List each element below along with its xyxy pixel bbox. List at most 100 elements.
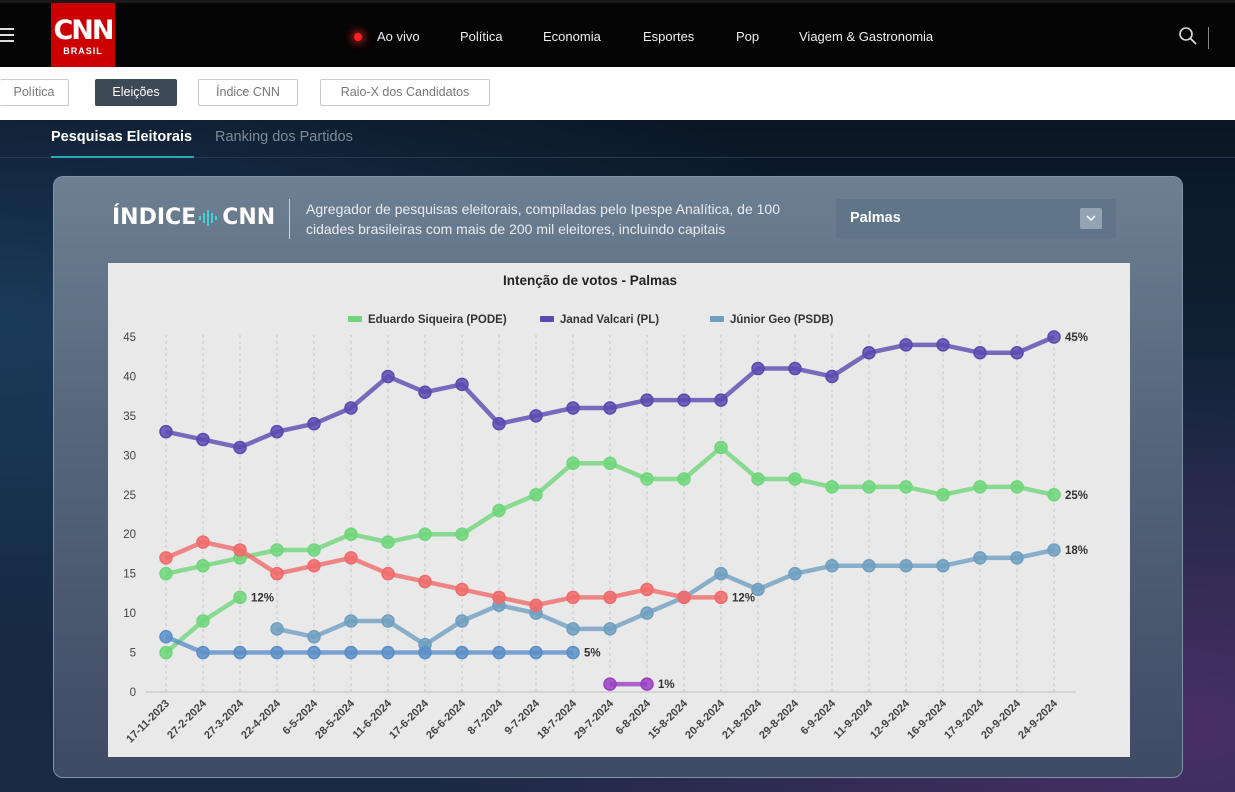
live-indicator-icon [354, 33, 362, 41]
data-point [381, 566, 395, 581]
data-point [1010, 551, 1024, 565]
x-tick-label: 22-4-2024 [239, 697, 284, 742]
section-subnav: Política Eleições Índice CNN Raio-X dos … [0, 67, 1235, 120]
data-point [270, 645, 284, 660]
series-line [276, 547, 1055, 647]
city-select[interactable]: Palmas [836, 199, 1116, 238]
topbar-divider [1208, 27, 1209, 49]
y-tick-label: 25 [123, 490, 136, 502]
data-point [936, 488, 950, 502]
data-point [677, 472, 691, 486]
legend-label: Janad Valcari (PL) [560, 314, 659, 326]
legend-swatch [540, 316, 554, 322]
tab-pesquisas-eleitorais[interactable]: Pesquisas Eleitorais [51, 129, 193, 145]
data-point [751, 361, 765, 376]
data-point [640, 582, 654, 597]
data-point [1047, 543, 1061, 557]
chart-svg: Intenção de votos - Palmas Eduardo Sique… [123, 273, 1088, 745]
series-line [165, 634, 573, 655]
data-point [899, 480, 913, 494]
data-point [344, 551, 358, 565]
chart-title: Intenção de votos - Palmas [503, 273, 677, 288]
legend-label: Eduardo Siqueira (PODE) [368, 314, 507, 326]
logo-separator [289, 199, 290, 239]
pill-raio-x-candidatos[interactable]: Raio-X dos Candidatos [320, 79, 490, 106]
data-point [714, 440, 728, 455]
data-point [418, 385, 432, 399]
data-point [529, 488, 543, 502]
data-point [455, 645, 469, 660]
data-point [899, 559, 913, 573]
data-point [973, 480, 987, 494]
data-point [529, 645, 543, 660]
x-tick-label: 28-5-2024 [313, 697, 358, 742]
data-point [233, 590, 247, 605]
data-point [566, 401, 580, 415]
data-point [381, 369, 395, 384]
pill-eleicoes[interactable]: Eleições [95, 79, 177, 106]
data-point [233, 543, 247, 557]
logo-sub-text: BRASIL [63, 46, 103, 56]
tab-baseline [0, 157, 1235, 158]
data-point [492, 503, 506, 518]
chevron-down-icon[interactable] [1080, 208, 1102, 229]
hamburger-menu-icon[interactable] [0, 28, 14, 42]
data-point [1010, 480, 1024, 494]
data-point [751, 582, 765, 597]
y-tick-label: 40 [123, 371, 136, 383]
end-value-label: 25% [1065, 490, 1088, 502]
data-point [196, 559, 210, 573]
data-point [566, 456, 580, 470]
data-point [677, 393, 691, 407]
data-point [381, 645, 395, 660]
data-point [862, 346, 876, 360]
data-point [270, 622, 284, 636]
end-value-label: 12% [251, 592, 274, 604]
nav-viagem-gastronomia[interactable]: Viagem & Gastronomia [799, 29, 934, 44]
data-point [973, 551, 987, 565]
nav-esportes[interactable]: Esportes [643, 29, 695, 44]
data-point [196, 535, 210, 549]
pill-indice-cnn[interactable]: Índice CNN [198, 79, 298, 106]
nav-ao-vivo[interactable]: Ao vivo [377, 29, 420, 44]
data-point [492, 417, 506, 431]
data-point [381, 614, 395, 628]
data-point [1047, 488, 1061, 502]
indice-logo-right: CNN [222, 205, 276, 230]
legend-swatch [710, 316, 724, 322]
tab-ranking-partidos[interactable]: Ranking dos Partidos [215, 129, 353, 145]
x-tick-label: 24-9-2024 [1016, 697, 1061, 742]
y-tick-label: 15 [123, 569, 136, 581]
data-point [159, 424, 173, 439]
data-point [270, 543, 284, 557]
nav-politica[interactable]: Política [460, 29, 503, 44]
data-point [936, 338, 950, 352]
y-tick-label: 35 [123, 411, 136, 423]
logo-main-text: CNN [53, 15, 114, 46]
city-select-value: Palmas [850, 210, 901, 226]
nav-pop[interactable]: Pop [736, 29, 760, 44]
data-point [492, 645, 506, 660]
data-point [640, 472, 654, 486]
nav-economia[interactable]: Economia [543, 29, 601, 44]
indice-cnn-card: ÍNDICE CNN Agregador de pesquisas eleito… [53, 176, 1183, 778]
data-point [603, 590, 617, 605]
data-point [455, 377, 469, 392]
soundwave-icon [199, 210, 218, 226]
data-point [344, 401, 358, 415]
data-point [862, 559, 876, 573]
cnn-brasil-logo[interactable]: CNN BRASIL [51, 3, 115, 67]
end-value-label: 1% [658, 679, 675, 691]
data-point [307, 645, 321, 660]
data-point [973, 346, 987, 360]
data-point [566, 622, 580, 636]
data-point [159, 645, 173, 660]
data-point [196, 614, 210, 628]
search-icon[interactable] [1178, 26, 1198, 46]
x-tick-label: 29-8-2024 [757, 697, 802, 742]
data-point [1047, 330, 1061, 344]
data-point [788, 361, 802, 376]
data-point [825, 480, 839, 494]
series-line [165, 539, 721, 608]
pill-politica[interactable]: Política [0, 79, 69, 106]
